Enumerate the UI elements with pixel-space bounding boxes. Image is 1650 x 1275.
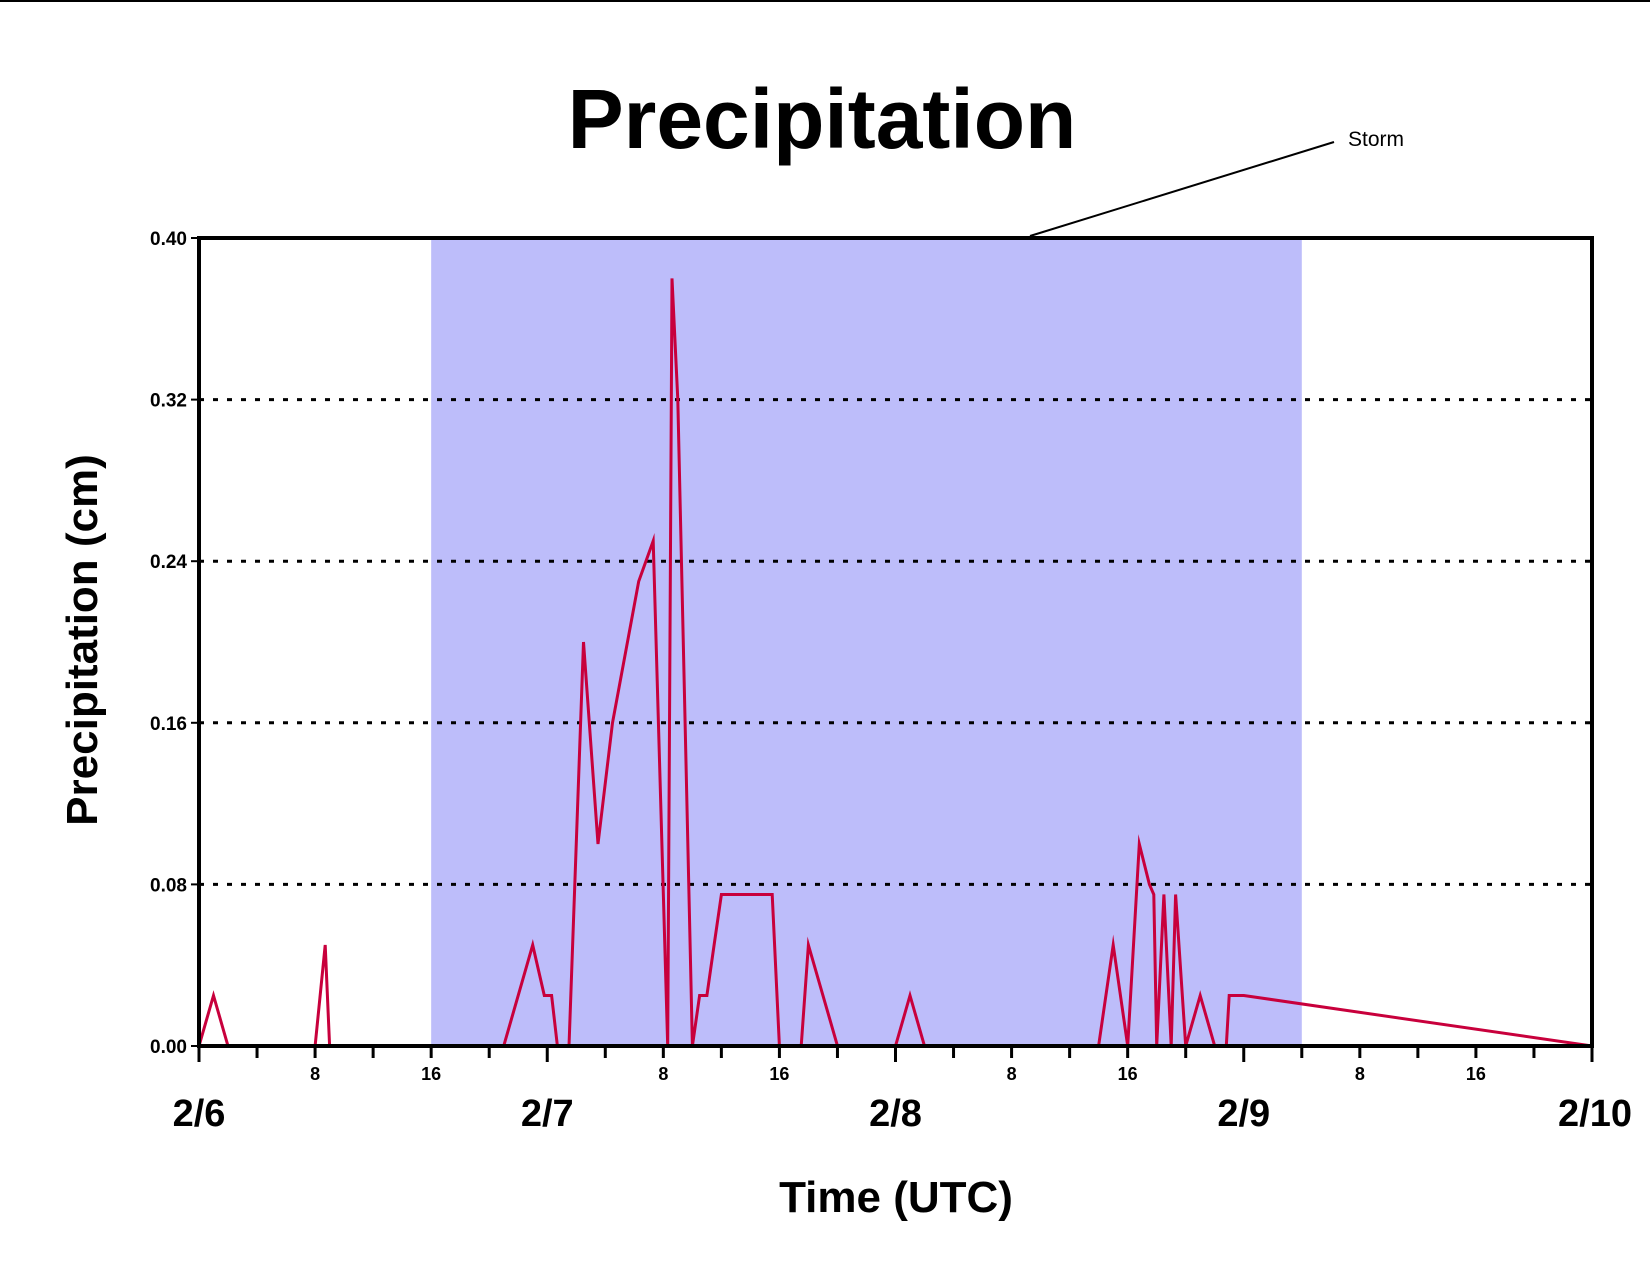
x-minor-tick-label: 8 [1355,1064,1365,1084]
y-tick-label: 0.40 [150,229,187,250]
y-tick-label: 0.24 [150,552,187,573]
x-minor-tick-label: 16 [1466,1064,1486,1084]
y-tick-label: 0.32 [150,391,187,412]
y-axis-label: Precipitation (cm) [58,454,107,826]
x-major-tick-label: 2/9 [1217,1093,1270,1135]
x-minor-tick-label: 8 [1007,1064,1017,1084]
y-tick-label: 0.00 [150,1037,187,1058]
x-minor-tick-label: 8 [658,1064,668,1084]
x-major-tick-label: 2/7 [521,1093,574,1135]
x-minor-tick-label: 16 [769,1064,789,1084]
x-minor-tick-label: 8 [310,1064,320,1084]
chart-title: Precipitation [568,72,1077,166]
x-major-tick-label: 2/6 [173,1093,226,1135]
storm-period-band [431,238,1302,1046]
storm-annotation-label: Storm [1348,128,1404,151]
y-axis-ticks: 0.00 0.08 0.16 0.24 0.32 0.40 [150,229,199,1058]
x-minor-tick-label: 16 [421,1064,441,1084]
x-axis-label: Time (UTC) [779,1173,1013,1222]
storm-annotation-leader [1029,141,1335,237]
x-major-tick-label: 2/8 [869,1093,922,1135]
x-major-tick-label: 2/10 [1558,1093,1632,1135]
x-minor-tick-label: 16 [1118,1064,1138,1084]
x-axis-ticks: 8 16 8 16 8 16 8 16 2/6 2/7 2/8 2/9 2/10 [173,1046,1632,1135]
series-line-1 [197,278,1593,1055]
y-tick-label: 0.16 [150,714,187,735]
top-rule [0,0,1650,2]
y-tick-label: 0.08 [150,875,187,896]
